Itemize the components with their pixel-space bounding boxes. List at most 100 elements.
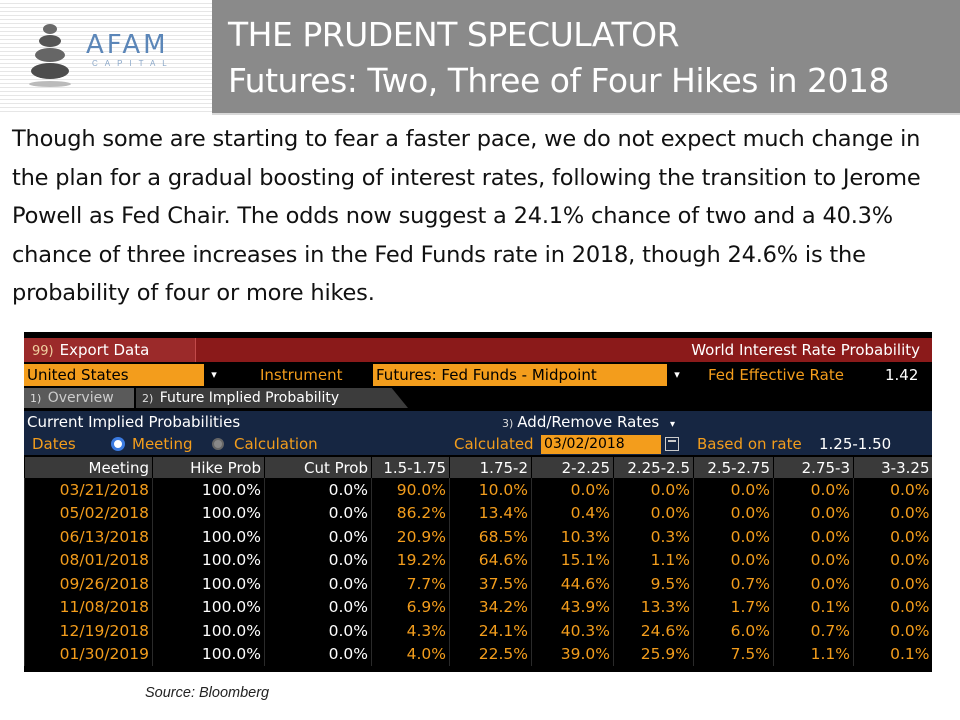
probability-cell: 4.0%: [371, 642, 450, 666]
probability-cell: 100.0%: [152, 478, 265, 502]
instrument-select[interactable]: Futures: Fed Funds - Midpoint: [373, 364, 667, 386]
tab-future-implied-probability[interactable]: 2) Future Implied Probability: [136, 388, 408, 408]
based-on-rate-label: Based on rate: [697, 435, 802, 453]
probability-cell: 0.0%: [773, 572, 854, 596]
probability-cell: 68.5%: [449, 525, 532, 549]
probability-cell: 25.9%: [613, 642, 694, 666]
meeting-date-cell: 09/26/2018: [24, 572, 153, 596]
probability-cell: 37.5%: [449, 572, 532, 596]
table-row[interactable]: 01/30/2019 100.0% 0.0% 4.0% 22.5% 39.0% 25.9% 7…: [24, 642, 932, 666]
probability-cell: 0.1%: [853, 642, 932, 666]
table-row[interactable]: 09/26/2018 100.0% 0.0% 7.7% 37.5% 44.6% 9.5% 0.…: [24, 572, 932, 596]
probability-cell: 0.0%: [693, 501, 774, 525]
probability-cell: 7.7%: [371, 572, 450, 596]
probability-cell: 0.0%: [264, 572, 372, 596]
table-row[interactable]: 06/13/2018 100.0% 0.0% 20.9% 68.5% 10.3% 0.3% 0…: [24, 525, 932, 549]
probability-cell: 15.1%: [531, 548, 614, 572]
add-remove-shortcut: 3): [502, 417, 514, 430]
probability-cell: 24.1%: [449, 619, 532, 643]
meeting-date-cell: 11/08/2018: [24, 595, 153, 619]
tab-overview[interactable]: 1) Overview: [24, 388, 134, 408]
calendar-icon[interactable]: [665, 437, 679, 451]
probability-table: Meeting Hike Prob Cut Prob 1.5-1.75 1.75…: [24, 457, 932, 666]
title-line-2: Futures: Two, Three of Four Hikes in 201…: [228, 61, 889, 100]
probability-cell: 19.2%: [371, 548, 450, 572]
probability-cell: 0.0%: [264, 619, 372, 643]
table-row[interactable]: 05/02/2018 100.0% 0.0% 86.2% 13.4% 0.4% 0.0% 0.…: [24, 501, 932, 525]
country-dropdown-icon[interactable]: ▾: [205, 364, 223, 386]
probability-cell: 0.0%: [693, 525, 774, 549]
probability-cell: 0.0%: [773, 478, 854, 502]
column-header[interactable]: Cut Prob: [264, 457, 372, 478]
add-remove-rates-button[interactable]: 3) Add/Remove Rates ▾: [502, 411, 675, 436]
probability-cell: 20.9%: [371, 525, 450, 549]
probability-cell: 1.7%: [693, 595, 774, 619]
probability-cell: 0.0%: [264, 548, 372, 572]
probability-cell: 100.0%: [152, 572, 265, 596]
terminal-title-bar: 99) Export Data World Interest Rate Proba…: [24, 338, 932, 362]
meeting-radio[interactable]: [112, 438, 124, 450]
probability-cell: 0.0%: [693, 478, 774, 502]
table-row[interactable]: 03/21/2018 100.0% 0.0% 90.0% 10.0% 0.0% 0.0% 0.…: [24, 478, 932, 502]
probability-cell: 9.5%: [613, 572, 694, 596]
column-header[interactable]: Hike Prob: [152, 457, 265, 478]
meeting-date-cell: 05/02/2018: [24, 501, 153, 525]
country-select[interactable]: United States: [24, 364, 204, 386]
instrument-dropdown-icon[interactable]: ▾: [668, 364, 686, 386]
export-shortcut: 99): [32, 344, 54, 359]
logo-subtitle: CAPITAL: [92, 59, 174, 68]
section-header: Current Implied Probabilities 3) Add/Remo…: [24, 411, 932, 433]
calculated-date-field[interactable]: 03/02/2018: [541, 435, 661, 454]
probability-cell: 10.3%: [531, 525, 614, 549]
panel-title: World Interest Rate Probability: [691, 341, 920, 359]
probability-cell: 1.1%: [773, 642, 854, 666]
probability-cell: 13.4%: [449, 501, 532, 525]
probability-cell: 0.3%: [613, 525, 694, 549]
probability-cell: 0.0%: [613, 478, 694, 502]
probability-cell: 34.2%: [449, 595, 532, 619]
slide-title: THE PRUDENT SPECULATOR Futures: Two, Thr…: [228, 12, 889, 104]
column-header[interactable]: 2.75-3: [773, 457, 854, 478]
probability-cell: 0.0%: [613, 501, 694, 525]
probability-cell: 1.1%: [613, 548, 694, 572]
dates-label: Dates: [32, 435, 76, 453]
probability-cell: 0.0%: [264, 642, 372, 666]
probability-cell: 0.0%: [264, 595, 372, 619]
column-header[interactable]: 1.5-1.75: [371, 457, 450, 478]
column-header[interactable]: 1.75-2: [449, 457, 532, 478]
probability-cell: 0.0%: [264, 478, 372, 502]
probability-cell: 86.2%: [371, 501, 450, 525]
probability-cell: 40.3%: [531, 619, 614, 643]
column-header[interactable]: 2.25-2.5: [613, 457, 694, 478]
export-label: Export Data: [59, 341, 150, 359]
probability-cell: 22.5%: [449, 642, 532, 666]
probability-cell: 6.0%: [693, 619, 774, 643]
calculation-radio-label: Calculation: [234, 435, 318, 453]
instrument-row: United States ▾ Instrument Futures: Fed …: [24, 364, 932, 386]
column-header[interactable]: Meeting: [24, 457, 153, 478]
probability-cell: 0.0%: [853, 548, 932, 572]
table-body: 03/21/2018 100.0% 0.0% 90.0% 10.0% 0.0% 0.0% 0.…: [24, 478, 932, 666]
dates-row: Dates Meeting Calculation Calculated 03/…: [24, 433, 932, 455]
calculation-radio[interactable]: [212, 438, 224, 450]
probability-cell: 90.0%: [371, 478, 450, 502]
column-header[interactable]: 2.5-2.75: [693, 457, 774, 478]
stacked-stones-icon: [29, 24, 71, 87]
probability-cell: 64.6%: [449, 548, 532, 572]
meeting-date-cell: 06/13/2018: [24, 525, 153, 549]
probability-cell: 100.0%: [152, 525, 265, 549]
table-row[interactable]: 11/08/2018 100.0% 0.0% 6.9% 34.2% 43.9% 13.3% 1…: [24, 595, 932, 619]
probability-cell: 0.0%: [853, 572, 932, 596]
chevron-down-icon: ▾: [670, 419, 676, 430]
probability-cell: 44.6%: [531, 572, 614, 596]
column-header[interactable]: 3-3.25: [853, 457, 932, 478]
table-row[interactable]: 08/01/2018 100.0% 0.0% 19.2% 64.6% 15.1% 1.1% 0…: [24, 548, 932, 572]
probability-cell: 100.0%: [152, 595, 265, 619]
table-row[interactable]: 12/19/2018 100.0% 0.0% 4.3% 24.1% 40.3% 24.6% 6…: [24, 619, 932, 643]
column-header[interactable]: 2-2.25: [531, 457, 614, 478]
table-header-row: Meeting Hike Prob Cut Prob 1.5-1.75 1.75…: [24, 457, 932, 478]
export-data-button[interactable]: 99) Export Data: [24, 338, 196, 362]
probability-cell: 100.0%: [152, 501, 265, 525]
section-title: Current Implied Probabilities: [27, 413, 241, 431]
probability-cell: 0.7%: [693, 572, 774, 596]
